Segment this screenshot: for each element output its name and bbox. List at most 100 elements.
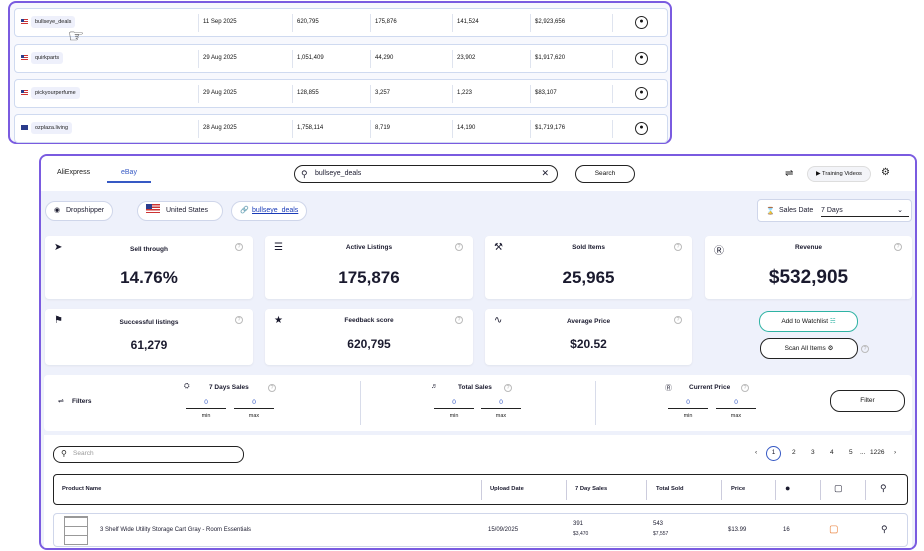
- info-icon[interactable]: ?: [235, 243, 243, 251]
- total-revenue: $7,557: [653, 531, 669, 537]
- info-icon[interactable]: ?: [674, 243, 682, 251]
- seller-row[interactable]: ozplaza.living 28 Aug 2025 1,758,114 8,7…: [14, 114, 668, 143]
- spy-icon[interactable]: ●: [785, 483, 791, 493]
- tab-aliexpress[interactable]: AliExpress: [57, 169, 91, 176]
- 7day-min-input[interactable]: 0: [186, 399, 226, 409]
- search-placeholder: Search: [73, 450, 94, 457]
- spy-icon[interactable]: ●: [635, 122, 648, 135]
- filter-button[interactable]: Filter: [830, 390, 905, 412]
- info-icon[interactable]: ?: [268, 384, 276, 392]
- scan-all-items-button[interactable]: Scan All Items ⚙: [760, 338, 858, 359]
- page-link[interactable]: 2: [792, 449, 796, 456]
- search-icon[interactable]: ⚲: [880, 483, 887, 493]
- country-pill[interactable]: United States: [137, 201, 223, 221]
- store-name[interactable]: ozplaza.living: [31, 122, 73, 134]
- seller-sold: 141,524: [457, 19, 479, 25]
- box-icon[interactable]: ▢: [834, 483, 843, 493]
- trend-icon: ∿: [494, 315, 503, 326]
- info-icon[interactable]: ?: [741, 384, 749, 392]
- prev-page-icon[interactable]: ‹: [755, 449, 758, 456]
- store-link[interactable]: bullseye_deals: [252, 207, 299, 214]
- info-icon[interactable]: ?: [861, 345, 869, 353]
- col-total-sold[interactable]: Total Sold: [656, 486, 684, 492]
- stat-sell-through: ➤ Sell through ? 14.76%: [45, 236, 253, 299]
- page-link-last[interactable]: 1226: [870, 449, 885, 456]
- tab-ebay[interactable]: eBay: [121, 169, 137, 176]
- col-price[interactable]: Price: [731, 486, 746, 492]
- sales-date-label: Sales Date: [779, 207, 814, 214]
- info-icon[interactable]: ?: [894, 243, 902, 251]
- seller-feedback: 128,855: [297, 90, 319, 96]
- total-min-input[interactable]: 0: [434, 399, 474, 409]
- product-search-input[interactable]: ⚲ Search: [53, 446, 244, 463]
- chevron-down-icon[interactable]: ⌄: [897, 207, 903, 214]
- seller-row[interactable]: bullseye_deals 11 Sep 2025 620,795 175,8…: [14, 8, 668, 37]
- seller-search-input[interactable]: ⚲ bullseye_deals ✕: [294, 165, 558, 183]
- next-page-icon[interactable]: ›: [894, 449, 897, 456]
- col-product-name[interactable]: Product Name: [62, 486, 102, 492]
- sales-date-select[interactable]: 7 Days: [821, 207, 909, 217]
- spy-icon[interactable]: ●: [635, 87, 648, 100]
- spy-icon[interactable]: ●: [635, 52, 648, 65]
- active-tab-indicator: [107, 181, 151, 183]
- sliders-icon[interactable]: ⇌: [785, 168, 794, 179]
- sales-date-filter[interactable]: ⌛ Sales Date 7 Days ⌄: [757, 199, 912, 222]
- seller-date: 11 Sep 2025: [203, 19, 237, 25]
- col-7day-sales[interactable]: 7 Day Sales: [575, 486, 608, 492]
- page-link[interactable]: 5: [849, 449, 853, 456]
- store-name[interactable]: pickyourperfume: [31, 87, 80, 99]
- search-button[interactable]: Search: [575, 165, 635, 183]
- 7day-max-input[interactable]: 0: [234, 399, 274, 409]
- page-current[interactable]: 1: [766, 446, 781, 461]
- products-table-area: ⚲ Search ‹ 1 2 3 4 5 ... 1226 › Product …: [44, 435, 912, 548]
- gear-icon[interactable]: ⚙: [881, 167, 890, 178]
- clear-icon[interactable]: ✕: [541, 168, 549, 178]
- stat-successful-listings: ⚑ Successful listings ? 61,279: [45, 309, 253, 365]
- stat-label: Successful listings: [119, 319, 179, 326]
- seller-sold: 14,190: [457, 125, 476, 131]
- stat-feedback-score: ★ Feedback score ? 620,795: [265, 309, 473, 365]
- box-icon[interactable]: ▢: [829, 524, 839, 535]
- table-row[interactable]: 3 Shelf Wide Utility Storage Cart Gray -…: [53, 513, 908, 547]
- product-thumbnail[interactable]: [64, 516, 88, 545]
- filter-sliders-icon: ⇌: [58, 398, 64, 405]
- info-icon[interactable]: ?: [455, 316, 463, 324]
- max-label: max: [248, 413, 260, 419]
- country-label: United States: [166, 207, 209, 214]
- store-name[interactable]: bullseye_deals: [31, 16, 76, 28]
- seller-feedback: 1,051,409: [297, 55, 324, 61]
- store-name[interactable]: quirkparts: [31, 52, 64, 64]
- seller-sold: 1,223: [457, 90, 473, 96]
- role-pill[interactable]: ◉ Dropshipper: [45, 201, 114, 221]
- total-qty: 543: [653, 521, 664, 527]
- training-videos-button[interactable]: ▶ Training Videos: [807, 166, 871, 182]
- min-label: min: [683, 413, 693, 419]
- store-link-pill[interactable]: 🔗 bullseye_deals: [231, 201, 308, 221]
- page-link[interactable]: 3: [811, 449, 815, 456]
- total-max-input[interactable]: 0: [481, 399, 521, 409]
- info-icon[interactable]: ?: [504, 384, 512, 392]
- top-bar: AliExpress eBay ⚲ bullseye_deals ✕ Searc…: [41, 156, 915, 191]
- seller-row[interactable]: quirkparts 29 Aug 2025 1,051,409 44,290 …: [14, 44, 668, 73]
- page-link[interactable]: 4: [830, 449, 834, 456]
- table-header: Product Name Upload Date 7 Day Sales Tot…: [53, 474, 908, 505]
- stat-average-price: ∿ Average Price ? $20.52: [485, 309, 692, 365]
- price-max-input[interactable]: 0: [716, 399, 756, 409]
- search-value[interactable]: bullseye_deals: [315, 170, 362, 177]
- search-icon[interactable]: ⚲: [881, 524, 888, 534]
- info-icon[interactable]: ?: [235, 316, 243, 324]
- seller-revenue: $83,107: [535, 90, 557, 96]
- stat-value: $532,905: [768, 267, 849, 288]
- col-upload-date[interactable]: Upload Date: [490, 486, 524, 492]
- add-to-watchlist-button[interactable]: Add to Watchlist ☵: [759, 311, 858, 332]
- seller-row[interactable]: pickyourperfume 29 Aug 2025 128,855 3,25…: [14, 79, 668, 108]
- filter-total-title: Total Sales: [458, 384, 492, 391]
- spy-icon[interactable]: ●: [635, 16, 648, 29]
- price-min-input[interactable]: 0: [668, 399, 708, 409]
- info-icon[interactable]: ?: [455, 243, 463, 251]
- info-icon[interactable]: ?: [674, 316, 682, 324]
- product-name[interactable]: 3 Shelf Wide Utility Storage Cart Gray -…: [100, 527, 252, 533]
- competitor-count: 16: [783, 527, 790, 533]
- seller-listings: 44,290: [375, 55, 394, 61]
- stat-label: Sell through: [130, 246, 168, 253]
